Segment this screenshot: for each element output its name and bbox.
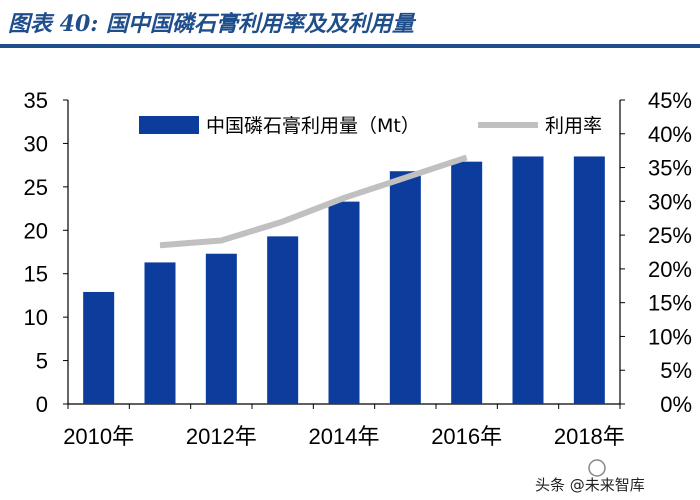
y-right-tick-label: 20% [648, 257, 692, 282]
x-tick-label: 2014年 [309, 424, 380, 449]
bar [573, 156, 605, 404]
bar [451, 161, 483, 404]
rate-line [159, 154, 468, 249]
y-right-tick-label: 35% [648, 156, 692, 181]
axes: 0 5 10 15 20 25 30 35 0% 5% 10% 15% 20% 25% 30% 35% 40% 4… [24, 88, 692, 449]
bar [83, 291, 115, 404]
y-left-tick-label: 30 [24, 131, 48, 156]
y-left-tick-label: 10 [24, 305, 48, 330]
y-right-tick-label: 30% [648, 189, 692, 214]
y-left-tick-label: 15 [24, 262, 48, 287]
y-left-tick-label: 20 [24, 218, 48, 243]
watermark-icon [588, 459, 606, 477]
title-rule [0, 44, 700, 48]
bar [512, 156, 544, 404]
y-left-tick-label: 35 [24, 88, 48, 113]
bar [267, 236, 299, 404]
x-tick-label: 2018年 [554, 424, 625, 449]
x-tick-label: 2016年 [431, 424, 502, 449]
y-right-tick-label: 25% [648, 223, 692, 248]
y-left-tick-label: 25 [24, 175, 48, 200]
y-right-tick-label: 15% [648, 291, 692, 316]
rate-line-layer [159, 154, 468, 249]
legend-bar-label: 中国磷石膏利用量（Mt） [206, 114, 420, 137]
y-right-tick-label: 45% [648, 88, 692, 113]
x-tick-label: 2010年 [63, 424, 134, 449]
bars [83, 156, 605, 404]
y-left-tick-label: 5 [36, 349, 48, 374]
watermark-text: 头条 @未来智库 [535, 476, 645, 494]
y-left-tick-label: 0 [36, 392, 48, 417]
x-tick-label: 2012年 [186, 424, 257, 449]
legend-bar-swatch [139, 116, 199, 134]
watermark: 头条 @未来智库 [535, 459, 645, 494]
bar [389, 171, 421, 404]
legend: 中国磷石膏利用量（Mt） 利用率 [139, 114, 602, 137]
bar [144, 262, 176, 404]
bar [205, 253, 237, 404]
y-right-tick-label: 0% [660, 392, 692, 417]
y-right-tick-label: 40% [648, 122, 692, 147]
y-right-tick-label: 10% [648, 324, 692, 349]
legend-line-label: 利用率 [545, 115, 602, 137]
figure-title: 图表 40: 国中国磷石膏利用率及及利用量 [8, 11, 415, 37]
y-right-tick-label: 5% [660, 358, 692, 383]
bar [328, 201, 360, 404]
